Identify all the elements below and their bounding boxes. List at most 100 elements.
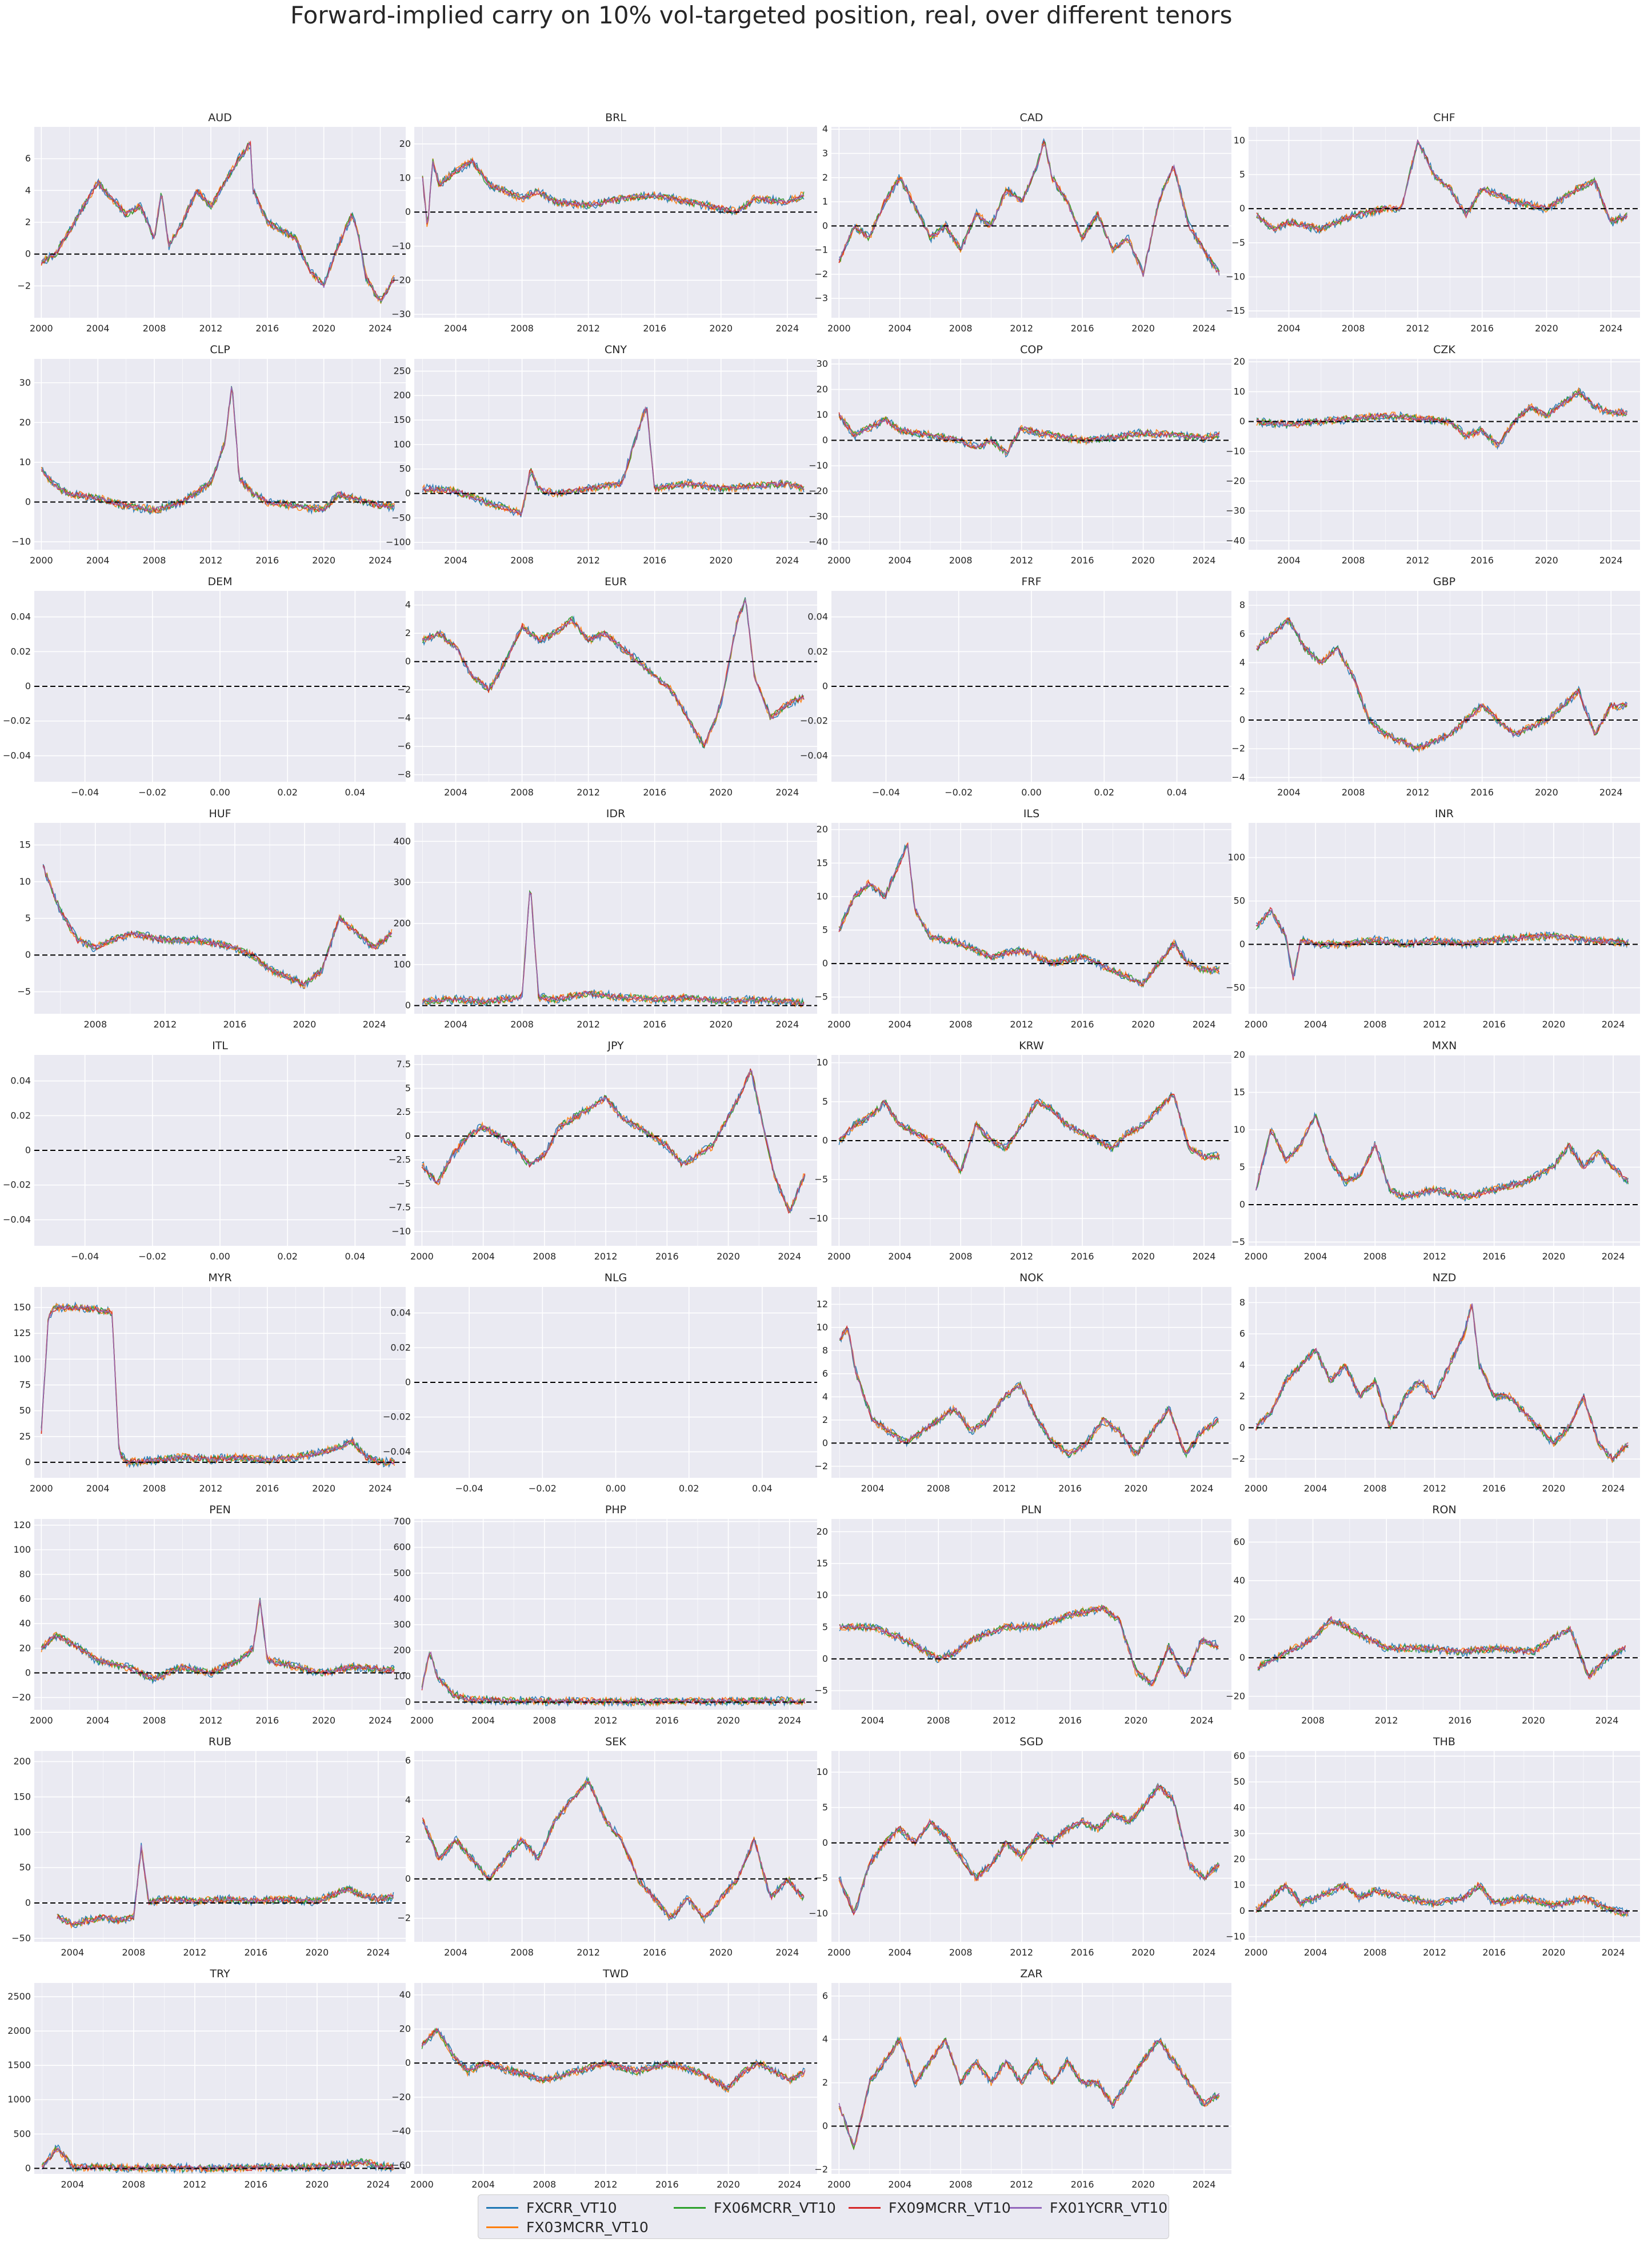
x-tick-label: 2000: [827, 1251, 851, 1262]
panel-inr: 2000 2004 2008 2012 2016 2020 2024 −50 0 50 100 INR: [1226, 806, 1640, 1031]
x-tick-label: 2024: [1190, 1483, 1214, 1494]
x-tick-label: 2004: [86, 555, 110, 566]
x-tick-label: 2024: [775, 555, 799, 566]
x-tick-label: 2008: [510, 1947, 534, 1958]
x-tick-label: 2004: [1304, 1019, 1327, 1030]
panel-svg: 2000 2004 2008 2012 2016 2020 2024 −2 0 2 4 6 8 NZD: [1231, 1272, 1640, 1494]
x-tick-label: 2012: [1406, 787, 1430, 798]
series-line-fx09mcrr_vt10: [41, 140, 395, 301]
plot-area: 2000 2004 2008 2012 2016 2020 2024 −20 0 20 40 60 80…: [11, 1519, 406, 1726]
x-tick-label: 2016: [1071, 555, 1094, 566]
panel-rub: 2004 2008 2012 2016 2020 2024 −50 0 50 100 150 200 R…: [11, 1734, 406, 1959]
y-tick-label: −0.02: [383, 1412, 411, 1422]
y-tick-label: 6: [1239, 628, 1245, 639]
y-tick-label: 20: [1234, 356, 1245, 367]
x-tick-label: 2020: [717, 1251, 740, 1262]
x-tick-label: −0.02: [945, 787, 973, 798]
plot-background: [1249, 127, 1640, 318]
x-tick-label: 2020: [312, 555, 335, 566]
series-line-fx01ycrr_vt10: [1256, 619, 1627, 750]
x-tick-label: 2004: [1304, 1483, 1327, 1494]
series-line-fx01ycrr_vt10: [1257, 1616, 1626, 1679]
x-tick-label: 2016: [1448, 1715, 1471, 1726]
x-tick-label: 2004: [1277, 323, 1301, 334]
panel-title: PHP: [605, 1504, 626, 1516]
y-tick-label: −3: [814, 293, 828, 303]
x-tick-label: 2024: [1193, 1251, 1216, 1262]
x-tick-label: 2016: [255, 1715, 279, 1726]
plot-background: [414, 1983, 817, 2174]
panel-title: JPY: [607, 1039, 624, 1052]
y-tick-label: −0.04: [3, 750, 31, 761]
x-tick-label: 2020: [717, 2179, 740, 2190]
y-tick-label: 6: [822, 1990, 828, 2001]
y-tick-label: 0.02: [10, 646, 31, 657]
panel-title: NLG: [605, 1272, 627, 1284]
y-tick-label: −40: [391, 2125, 411, 2136]
plot-background: [831, 127, 1231, 318]
series-line-fx01ycrr_vt10: [422, 159, 804, 223]
x-tick-label: 2000: [827, 1019, 851, 1030]
plot-area: 2000 2004 2008 2012 2016 2020 2024 −60 −40 −20 0 20…: [391, 1983, 817, 2190]
y-tick-label: 10: [817, 1766, 828, 1777]
panel-svg: 2000 2004 2008 2012 2016 2020 2024 −10 0 10 20 30 40…: [1226, 1736, 1640, 1958]
series-line-fx01ycrr_vt10: [838, 145, 1220, 278]
y-tick-label: 5: [822, 1621, 828, 1632]
panel-krw: 2000 2004 2008 2012 2016 2020 2024 −10 −5 0 5 10 KRW: [809, 1038, 1231, 1263]
x-tick-label: 2020: [709, 1019, 733, 1030]
y-tick-label: 0: [822, 2121, 828, 2132]
y-tick-label: 0: [25, 681, 31, 691]
x-tick-label: 2020: [709, 1947, 733, 1958]
x-tick-label: 2004: [1304, 1251, 1327, 1262]
x-tick-label: 2008: [143, 555, 166, 566]
panel-title: ZAR: [1020, 1968, 1042, 1980]
y-tick-label: −6: [397, 741, 411, 751]
y-tick-label: 0: [25, 1145, 31, 1156]
panel-title: INR: [1435, 807, 1454, 820]
y-tick-label: −10: [809, 1213, 828, 1224]
panel-title: CHF: [1433, 111, 1455, 124]
x-tick-label: 2008: [1363, 1019, 1387, 1030]
x-tick-label: −0.02: [138, 1251, 166, 1262]
x-tick-label: 2008: [143, 1715, 166, 1726]
y-tick-label: 0: [822, 1437, 828, 1448]
x-tick-label: 2016: [643, 1019, 666, 1030]
x-tick-label: 2012: [199, 323, 223, 334]
y-tick-label: 700: [393, 1516, 411, 1527]
panel-ron: 2008 2012 2016 2020 2024 −20 0 20 40 60 RON: [1226, 1502, 1640, 1727]
x-tick-label: 2024: [775, 1019, 799, 1030]
y-tick-label: 250: [393, 365, 411, 376]
y-tick-label: 50: [19, 1405, 31, 1416]
y-tick-label: 0: [25, 497, 31, 507]
y-tick-label: 2: [822, 2077, 828, 2088]
x-tick-label: 2012: [1010, 2179, 1033, 2190]
x-tick-label: 2016: [1071, 323, 1094, 334]
panel-title: CZK: [1433, 343, 1455, 356]
y-tick-label: 0: [25, 2162, 31, 2173]
x-tick-label: 2004: [1304, 1947, 1327, 1958]
y-tick-label: 0: [25, 249, 31, 259]
y-tick-label: −15: [1226, 305, 1245, 316]
plot-area: 2004 2008 2012 2016 2020 2024 −30 −20 −10 0 10 20: [391, 127, 817, 334]
panel-svg: −0.04 −0.02 0.00 0.02 0.04 −0.04 −0.02 0 0.02 0.0…: [3, 1039, 406, 1262]
x-tick-label: 2000: [827, 2179, 851, 2190]
series-line-fx09mcrr_vt10: [57, 1846, 394, 1926]
series-line-fx01ycrr_vt10: [838, 1785, 1220, 1913]
y-tick-label: 0.04: [390, 1308, 411, 1318]
x-tick-label: 2012: [1375, 1715, 1398, 1726]
series-line-fx03mcrr_vt10: [422, 407, 805, 516]
y-tick-label: 0: [822, 435, 828, 446]
series-line-fx01ycrr_vt10: [1255, 1115, 1629, 1200]
x-tick-label: 2020: [1535, 787, 1558, 798]
y-tick-label: 120: [13, 1520, 31, 1530]
y-tick-label: −2: [814, 2164, 828, 2174]
y-tick-label: −0.04: [3, 1214, 31, 1225]
x-tick-label: 2012: [1423, 1019, 1446, 1030]
panel-title: MXN: [1432, 1039, 1457, 1052]
panel-zar: 2000 2004 2008 2012 2016 2020 2024 −2 0 2 4 6 ZAR: [814, 1966, 1231, 2191]
panel-title: TRY: [209, 1968, 230, 1980]
y-tick-label: 10: [817, 1590, 828, 1601]
y-tick-label: −0.04: [383, 1446, 411, 1457]
x-tick-label: 2020: [709, 323, 733, 334]
plot-area: 2000 2004 2008 2012 2016 2020 2024 −10 −5 0 5 10: [809, 1055, 1231, 1262]
